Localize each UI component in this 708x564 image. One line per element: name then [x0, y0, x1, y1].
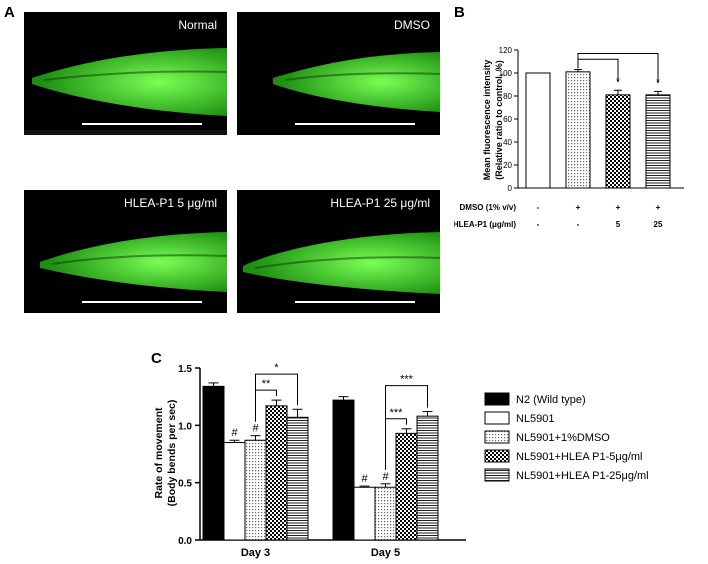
chart-b-y-tick-label: 100	[499, 69, 513, 78]
micrograph-caption: Normal	[178, 18, 217, 32]
chart-c-bar	[286, 416, 309, 541]
chart-c-significance-mark: **	[262, 378, 271, 390]
chart-b-ylabel-line2: (Relative ratio to control, %)	[494, 60, 504, 180]
chart-c-legend-label: N2 (Wild type)	[516, 394, 586, 406]
chart-c-bar	[353, 486, 376, 541]
chart-c-y-tick-label: 1.0	[178, 421, 192, 432]
chart-b-row-value: +	[616, 203, 621, 212]
chart-b-bar	[525, 72, 551, 189]
chart-c-significance-bracket	[255, 373, 298, 422]
chart-c-bar	[395, 432, 418, 541]
chart-b-row-value: 5	[616, 220, 621, 229]
scale-bar	[82, 301, 202, 303]
chart-c-y-tick-label: 0.5	[178, 479, 192, 490]
panel-label-a: A	[4, 4, 15, 21]
micrograph-caption: DMSO	[394, 18, 430, 32]
chart-b-y-tick-label: 40	[503, 138, 512, 147]
chart-c-significance-bracket	[385, 385, 428, 470]
micrograph-dmso: DMSO	[237, 12, 440, 135]
chart-b-y-tick-label: 80	[503, 92, 512, 101]
chart-c-hash-mark: #	[361, 473, 368, 485]
chart-c-legend-label: NL5901+HLEA P1-5μg/ml	[516, 451, 643, 463]
chart-b-significance-mark: *	[616, 76, 620, 87]
chart-c-hash-mark: #	[382, 471, 389, 483]
chart-b-bar	[565, 71, 591, 189]
chart-c-legend-label: NL5901+HLEA P1-25μg/ml	[516, 470, 649, 482]
chart-c-hash-mark: #	[231, 427, 238, 439]
chart-c: 0.00.51.01.5 #### ********* Day 3 Day 5 N…	[153, 362, 649, 559]
chart-b-row-label: DMSO (1% v/v)	[460, 203, 517, 212]
chart-b-row-value: 25	[654, 220, 663, 229]
worm-image	[273, 52, 440, 112]
chart-b-significance-bracket	[577, 52, 659, 84]
chart-b-y-tick-label: 60	[503, 115, 512, 124]
micrograph-caption: HLEA-P1 25 μg/ml	[330, 196, 430, 210]
panel-label-c: C	[151, 350, 162, 367]
micrograph-hlea-25: HLEA-P1 25 μg/ml	[237, 190, 440, 313]
chart-b-row-label: HLEA-P1 (μg/ml)	[454, 220, 516, 229]
chart-b-row-value: +	[656, 203, 661, 212]
chart-c-bar	[416, 415, 439, 541]
chart-c-significance-mark: ***	[400, 374, 414, 386]
micrograph-hlea-5: HLEA-P1 5 μg/ml	[24, 190, 227, 313]
scale-bar	[295, 301, 415, 303]
chart-c-significance-mark: ***	[390, 407, 404, 419]
chart-b: 0 20 40 60 80 100 120 * * DMSO (1% v/v) - + + + HLEA…	[454, 46, 684, 229]
chart-c-legend-swatch	[484, 411, 510, 425]
scale-bar	[295, 123, 415, 125]
chart-b-significance-mark: *	[656, 77, 660, 88]
chart-b-y-tick-label: 0	[508, 184, 513, 193]
chart-c-y-tick-label: 1.5	[178, 364, 192, 375]
chart-b-row-value: -	[537, 220, 540, 229]
chart-b-y-tick-label: 120	[499, 46, 513, 55]
chart-c-legend-swatch	[484, 430, 510, 444]
chart-c-bar	[202, 385, 225, 541]
chart-c-legend-swatch	[484, 392, 510, 406]
chart-b-bar	[645, 94, 671, 189]
chart-b-row-value: -	[537, 203, 540, 212]
panel-label-b: B	[454, 4, 465, 21]
chart-c-y-tick-label: 0.0	[178, 536, 192, 547]
scale-bar	[82, 123, 202, 125]
chart-c-ylabel-line2: (Body bends per sec)	[166, 400, 178, 507]
chart-c-significance-mark: *	[274, 362, 279, 374]
worm-image	[40, 232, 227, 292]
micrograph-normal: Normal	[24, 12, 227, 135]
worm-image	[24, 48, 227, 135]
chart-b-y-tick-label: 20	[503, 161, 512, 170]
chart-c-category-label: Day 3	[241, 547, 270, 559]
chart-c-category-label: Day 5	[371, 547, 400, 559]
chart-c-bar	[374, 486, 397, 541]
chart-c-bar	[265, 405, 288, 541]
chart-c-hash-mark: #	[252, 423, 259, 435]
chart-c-legend-label: NL5901	[516, 413, 555, 425]
worm-image	[243, 232, 440, 294]
chart-b-row-value: -	[577, 220, 580, 229]
chart-c-legend-swatch	[484, 468, 510, 482]
chart-b-bar	[605, 94, 631, 189]
chart-c-ylabel-line1: Rate of movement	[153, 407, 165, 499]
chart-b-row-value: +	[576, 203, 581, 212]
chart-b-ylabel-line1: Mean fluorescence intensity	[482, 60, 492, 181]
micrograph-caption: HLEA-P1 5 μg/ml	[124, 196, 217, 210]
chart-c-legend-swatch	[484, 449, 510, 463]
chart-c-legend-label: NL5901+1%DMSO	[516, 432, 610, 444]
chart-c-bar	[332, 399, 355, 541]
chart-c-bar	[223, 442, 246, 541]
chart-c-bar	[244, 439, 267, 541]
